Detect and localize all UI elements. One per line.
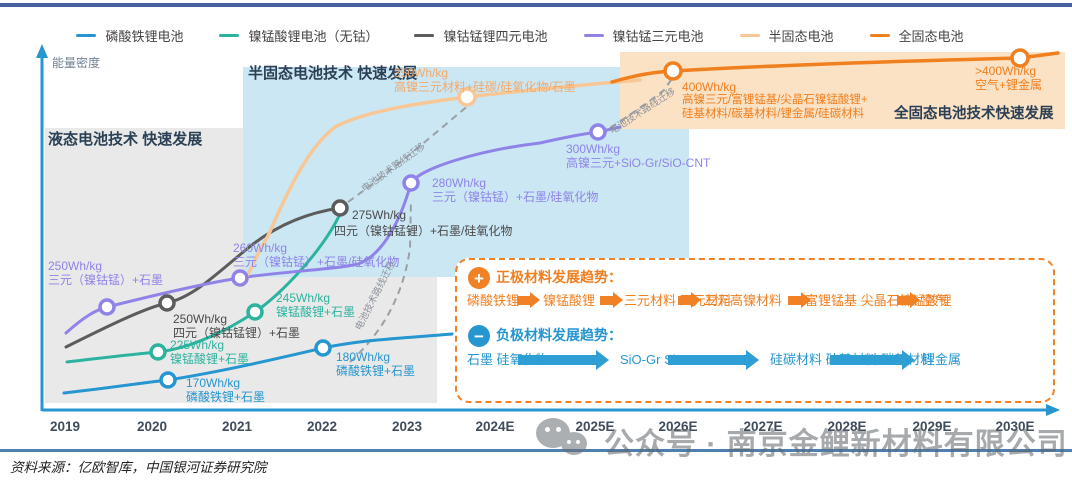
label-ncm-280: 280Wh/kg 三元（镍钴锰）+石墨/硅氧化物 — [432, 176, 599, 205]
point-ncm-280 — [402, 174, 420, 192]
legend-item-allsolid: 全固态电池 — [869, 26, 964, 45]
migration-dashed-line-lfp-to-ncm — [349, 199, 412, 363]
legend-item-semisolid: 半固态电池 — [739, 26, 834, 45]
arrow-right-icon — [830, 350, 915, 370]
point-semisolid-350 — [457, 87, 477, 107]
legend-dash-semisolid — [739, 33, 760, 38]
wechat-icon — [536, 418, 592, 464]
label-lfp-180: 180Wh/kg 磷酸铁锂+石墨 — [336, 350, 416, 379]
legend: 磷酸铁锂电池 镍锰酸锂电池（无钴） 镍钴锰锂四元电池 镍钴锰三元电池 半固态电池… — [0, 26, 1040, 45]
x-tick-2022: 2022 — [306, 419, 338, 434]
x-tick-2030e: 2030E — [995, 419, 1035, 434]
label-allsolid-400plus: >400Wh/kg 空气+锂金属 — [975, 64, 1043, 93]
source-note: 资料来源：亿欧智库，中国银河证券研究院 — [10, 460, 267, 475]
plus-icon: + — [468, 267, 490, 289]
cathode-trend-title: 正极材料发展趋势： — [496, 269, 622, 285]
label-ncm-250: 250Wh/kg 三元（镍钴锰）+石墨 — [48, 259, 164, 288]
legend-label: 镍钴锰三元电池 — [612, 29, 704, 44]
arrow-right-icon — [678, 292, 701, 308]
legend-label: 半固态电池 — [768, 29, 834, 44]
label-lfp-170: 170Wh/kg 磷酸铁锂+石墨 — [186, 376, 266, 405]
arrow-right-icon — [668, 350, 759, 370]
label-lnm-245: 245Wh/kg 镍锰酸锂+石墨 — [276, 291, 356, 320]
migration-dashed-line-quad-to-semisolid — [347, 103, 471, 203]
material-trend-box — [455, 258, 1055, 403]
watermark: 公众号 · 南京金鲤新材料有限公司 — [536, 418, 1068, 464]
semisolid-stage-title: 半固态电池技术 快速发展 — [248, 65, 418, 82]
legend-dash-quaternary — [414, 33, 435, 38]
x-tick-2025e: 2025E — [575, 419, 615, 434]
legend-dash-allsolid — [869, 33, 890, 38]
legend-item-lfp: 磷酸铁锂电池 — [76, 26, 183, 45]
legend-item-ncm: 镍钴锰三元电池 — [583, 26, 704, 45]
migration-dashed-line-ncm-to-allsolid — [609, 79, 672, 129]
cathode-step-3: 三元高镍材料 — [704, 293, 783, 308]
curve-allsolid — [610, 51, 1060, 84]
y-axis-arrow-icon — [36, 44, 48, 58]
x-tick-2019: 2019 — [49, 419, 81, 434]
point-lfp-180 — [314, 339, 332, 357]
watermark-text: 公众号 · 南京金鲤新材料有限公司 — [604, 428, 1068, 461]
anode-step-3: 锂金属 — [922, 352, 962, 367]
point-ncm-260 — [231, 269, 249, 287]
label-ncm-300: 300Wh/kg 高镍三元+SiO-Gr/SiO-CNT — [566, 142, 711, 171]
cathode-step-1: 镍锰酸锂 — [543, 293, 596, 308]
bottom-divider-line — [0, 449, 1072, 452]
point-lnm-225 — [149, 343, 167, 361]
legend-dash-ncm — [583, 33, 604, 38]
x-tick-2026e: 2026E — [658, 419, 698, 434]
curve-semisolid — [241, 78, 642, 287]
liquid-stage-title: 液态电池技术 快速发展 — [48, 131, 203, 148]
x-axis-arrow-icon — [1046, 404, 1060, 416]
top-border-line — [0, 3, 1072, 7]
label-quad-250: 250Wh/kg 四元（镍钴锰锂）+石墨 — [173, 312, 301, 341]
label-quad-275-materials: 四元（镍钴锰锂）+石墨/硅氧化物 — [334, 224, 513, 238]
arrow-right-icon — [897, 292, 920, 308]
allsolid-stage-title: 全固态电池技术快速发展 — [894, 106, 1054, 122]
x-tick-2021: 2021 — [221, 419, 253, 434]
legend-dash-lnm — [219, 33, 240, 38]
x-tick-2020: 2020 — [136, 419, 168, 434]
x-tick-2024e: 2024E — [475, 419, 515, 434]
label-semisolid-350: 350Wh/kg 高镍三元材料+硅碳/硅氧化物/石墨 — [394, 66, 576, 95]
legend-item-lnm: 镍锰酸锂电池（无钴） — [219, 26, 378, 45]
legend-label: 磷酸铁锂电池 — [105, 29, 184, 44]
cathode-step-0: 磷酸铁锂 — [467, 293, 520, 308]
curve-ncm — [64, 125, 622, 335]
label-ncm-260: 260Wh/kg 三元（镍钴锰）+石墨/硅氧化物 — [233, 241, 400, 270]
curve-lnm — [65, 212, 342, 364]
minus-icon: − — [468, 325, 490, 347]
arrow-right-icon — [788, 292, 811, 308]
curve-lfp — [62, 332, 454, 395]
anode-trend-title: 负极材料发展趋势： — [496, 327, 622, 343]
cathode-step-5: 空气 — [922, 293, 949, 308]
arrow-right-icon — [600, 292, 623, 308]
point-allsolid-400 — [663, 61, 683, 81]
point-lfp-170 — [159, 371, 177, 389]
y-axis-label: 能量密度 — [52, 56, 101, 70]
point-lnm-245 — [246, 303, 264, 321]
x-tick-2023: 2023 — [391, 419, 423, 434]
point-ncm-300 — [589, 123, 607, 141]
point-allsolid-400plus — [1010, 48, 1030, 68]
legend-label: 镍钴锰锂四元电池 — [443, 29, 548, 44]
legend-item-quaternary: 镍钴锰锂四元电池 — [414, 26, 548, 45]
point-ncm-250 — [98, 298, 116, 316]
legend-label: 全固态电池 — [898, 29, 964, 44]
label-quad-275-value: 275Wh/kg — [352, 208, 407, 222]
arrow-right-icon — [517, 292, 540, 308]
legend-label: 镍锰酸锂电池（无钴） — [248, 29, 379, 44]
x-tick-2028e: 2028E — [827, 419, 867, 434]
x-tick-2029e: 2029E — [912, 419, 952, 434]
legend-dash-lfp — [76, 33, 97, 38]
arrow-right-icon — [518, 350, 609, 370]
x-tick-2027e: 2027E — [743, 419, 783, 434]
label-lnm-225: 225Wh/kg 镍锰酸锂+石墨 — [170, 338, 250, 367]
label-allsolid-400: 400Wh/kg 高镍三元/富锂锰基/尖晶石镍锰酸锂+ 硅基材料/碳基材料/锂金… — [682, 80, 868, 120]
point-quad-275 — [331, 199, 349, 217]
point-quad-250 — [158, 294, 176, 312]
